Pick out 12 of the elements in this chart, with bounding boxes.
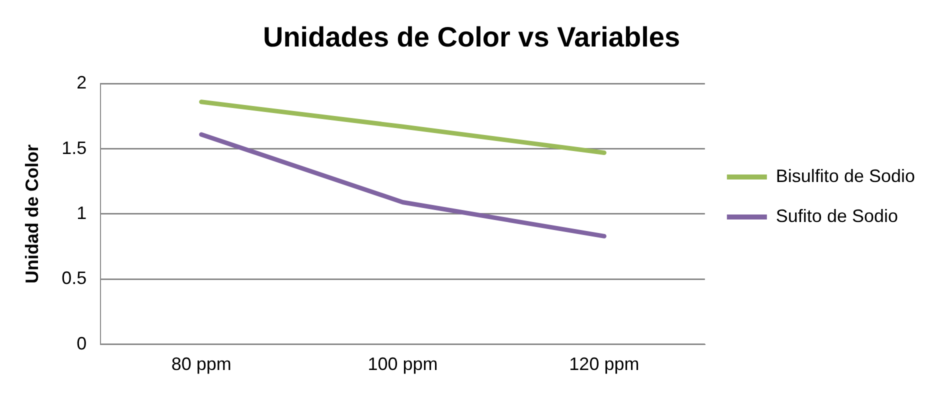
x-tick-label: 80 ppm [171,354,232,374]
y-tick-label: 0.5 [62,268,87,288]
legend-label: Sufito de Sodio [776,206,898,226]
x-tick-label: 120 ppm [569,354,640,374]
legend-label: Bisulfito de Sodio [776,166,916,186]
y-tick-label: 0 [76,333,87,354]
y-tick-label: 2 [76,72,87,93]
chart-title: Unidades de Color vs Variables [262,22,680,53]
y-axis-title: Unidad de Color [22,144,42,284]
x-tick-label: 100 ppm [368,354,438,374]
y-tick-label: 1.5 [62,138,87,158]
y-tick-label: 1 [76,202,87,223]
